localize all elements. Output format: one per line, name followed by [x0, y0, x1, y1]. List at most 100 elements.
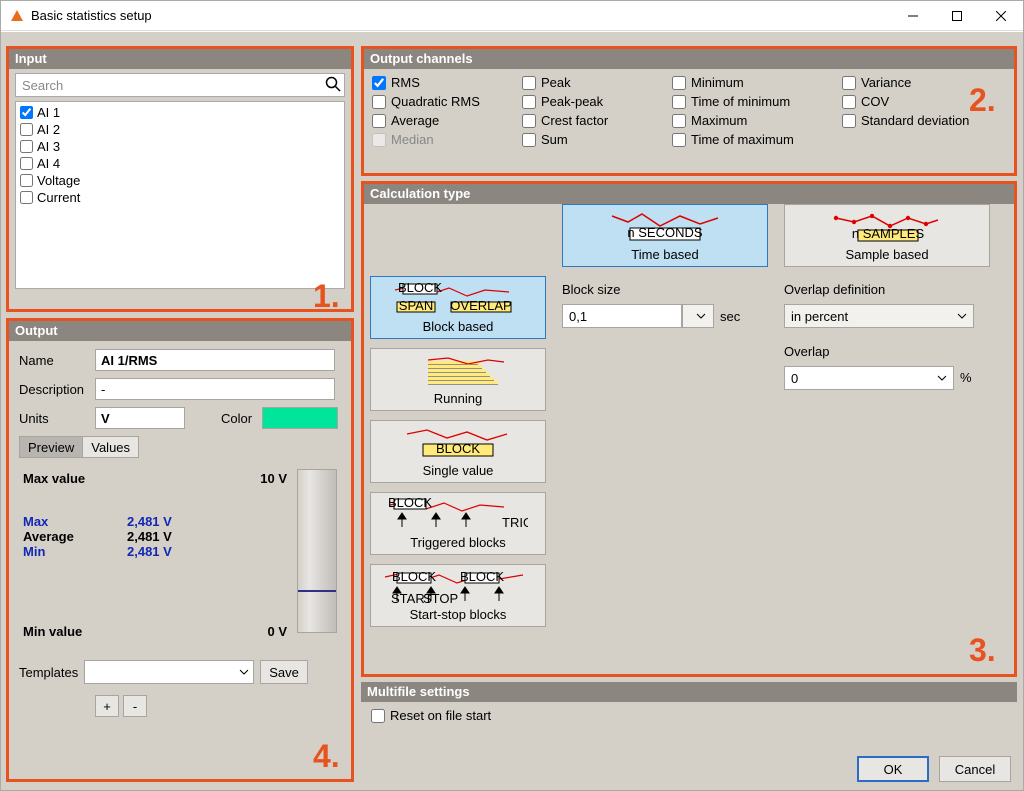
output-channel-item[interactable]: Sum: [522, 132, 672, 147]
calc-label: Block based: [371, 317, 545, 338]
svg-text:n SAMPLES: n SAMPLES: [852, 226, 925, 241]
reset-checkbox[interactable]: [371, 709, 385, 723]
output-channel-item[interactable]: Crest factor: [522, 113, 672, 128]
calculation-body: n SECONDS Time based n SAMPLES Sample ba…: [364, 204, 1014, 674]
block-size-unit-dropdown[interactable]: [682, 304, 714, 328]
search-icon[interactable]: [325, 76, 341, 95]
template-save-button[interactable]: Save: [260, 660, 308, 684]
description-label: Description: [19, 382, 89, 397]
calc-label: Triggered blocks: [371, 533, 545, 554]
input-channel-item[interactable]: Current: [18, 189, 342, 206]
max-value: 10 V: [260, 471, 287, 486]
output-channel-item[interactable]: Time of minimum: [672, 94, 842, 109]
output-channel-checkbox[interactable]: [842, 76, 856, 90]
input-channel-checkbox[interactable]: [20, 106, 33, 119]
calc-type-running[interactable]: Running: [370, 348, 546, 411]
output-channel-checkbox[interactable]: [522, 114, 536, 128]
output-channel-item[interactable]: Quadratic RMS: [372, 94, 522, 109]
calc-type-single-value[interactable]: BLOCK Single value: [370, 420, 546, 483]
output-channel-checkbox[interactable]: [522, 95, 536, 109]
output-channel-checkbox[interactable]: [842, 114, 856, 128]
minimize-button[interactable]: [891, 1, 935, 31]
input-channel-checkbox[interactable]: [20, 191, 33, 204]
calculation-section: Calculation type n SECONDS Time based n …: [361, 181, 1017, 677]
input-channel-item[interactable]: AI 2: [18, 121, 342, 138]
template-add-button[interactable]: +: [95, 695, 119, 717]
output-channel-item[interactable]: Average: [372, 113, 522, 128]
input-channel-checkbox[interactable]: [20, 157, 33, 170]
tab-preview[interactable]: Preview: [19, 436, 82, 458]
search-input[interactable]: [15, 73, 345, 97]
templates-row: Templates Save: [19, 660, 341, 684]
overlap-label: Overlap: [784, 344, 830, 359]
output-channel-item[interactable]: Peak: [522, 75, 672, 90]
overlap-select[interactable]: 0: [784, 366, 954, 390]
output-channel-checkbox[interactable]: [672, 133, 686, 147]
calc-label: Sample based: [785, 245, 989, 266]
calc-type-sample-based[interactable]: n SAMPLES Sample based: [784, 204, 990, 267]
name-input[interactable]: [95, 349, 335, 371]
input-channel-checkbox[interactable]: [20, 140, 33, 153]
block-size-unit: sec: [720, 309, 740, 324]
calc-type-start-stop-blocks[interactable]: BLOCKBLOCKSTARTSTOP Start-stop blocks: [370, 564, 546, 627]
preview-stat-label: Average: [23, 529, 123, 544]
output-channel-checkbox[interactable]: [672, 114, 686, 128]
input-channel-checkbox[interactable]: [20, 174, 33, 187]
calc-type-triggered-blocks[interactable]: BLOCKTRIGGERS Triggered blocks: [370, 492, 546, 555]
block-size-label: Block size: [562, 282, 621, 297]
calc-icon: n SECONDS: [563, 205, 767, 245]
output-channel-item[interactable]: RMS: [372, 75, 522, 90]
description-input[interactable]: [95, 378, 335, 400]
output-channel-item[interactable]: Minimum: [672, 75, 842, 90]
output-title: Output: [9, 321, 351, 341]
input-channel-item[interactable]: Voltage: [18, 172, 342, 189]
color-swatch[interactable]: [262, 407, 338, 429]
units-input[interactable]: [95, 407, 185, 429]
output-channel-item[interactable]: Time of maximum: [672, 132, 842, 147]
name-label: Name: [19, 353, 89, 368]
output-channel-checkbox[interactable]: [372, 76, 386, 90]
output-channel-checkbox[interactable]: [372, 95, 386, 109]
ok-button[interactable]: OK: [857, 756, 929, 782]
input-channel-list[interactable]: AI 1AI 2AI 3AI 4VoltageCurrent: [15, 101, 345, 289]
input-channel-item[interactable]: AI 1: [18, 104, 342, 121]
output-channel-item[interactable]: Peak-peak: [522, 94, 672, 109]
overlap-definition-select[interactable]: in percent: [784, 304, 974, 328]
templates-select[interactable]: [84, 660, 254, 684]
max-value-label: Max value: [23, 471, 85, 486]
svg-text:n SECONDS: n SECONDS: [627, 225, 702, 240]
calc-type-time-based[interactable]: n SECONDS Time based: [562, 204, 768, 267]
reset-on-file-start[interactable]: Reset on file start: [371, 708, 1007, 723]
input-channel-item[interactable]: AI 3: [18, 138, 342, 155]
reset-label: Reset on file start: [390, 708, 491, 723]
input-channel-checkbox[interactable]: [20, 123, 33, 136]
input-channel-label: Current: [37, 190, 80, 205]
calc-type-block-based[interactable]: BLOCKSPANOVERLAP Block based: [370, 276, 546, 339]
svg-text:BLOCK: BLOCK: [436, 441, 480, 456]
templates-add-remove: + -: [95, 695, 341, 717]
block-size-input[interactable]: [562, 304, 682, 328]
templates-label: Templates: [19, 665, 78, 680]
client-area: Input AI 1AI 2AI 3AI 4VoltageCurrent Out…: [1, 32, 1023, 790]
output-channel-checkbox: [372, 133, 386, 147]
input-channel-item[interactable]: AI 4: [18, 155, 342, 172]
preview-bar: [297, 469, 337, 633]
preview-stat-row: Average2,481 V: [23, 529, 337, 544]
output-channel-checkbox[interactable]: [522, 76, 536, 90]
output-channel-checkbox[interactable]: [672, 76, 686, 90]
window: Basic statistics setup Input AI 1AI 2AI …: [0, 0, 1024, 791]
output-channel-checkbox[interactable]: [522, 133, 536, 147]
output-channel-label: COV: [861, 94, 889, 109]
output-channel-checkbox[interactable]: [372, 114, 386, 128]
output-channel-checkbox[interactable]: [842, 95, 856, 109]
tab-values[interactable]: Values: [82, 436, 139, 458]
close-button[interactable]: [979, 1, 1023, 31]
overlap-unit: %: [960, 370, 972, 385]
output-channel-item[interactable]: Maximum: [672, 113, 842, 128]
maximize-button[interactable]: [935, 1, 979, 31]
template-remove-button[interactable]: -: [123, 695, 147, 717]
cancel-button[interactable]: Cancel: [939, 756, 1011, 782]
preview-stat-value: 2,481 V: [127, 544, 227, 559]
description-row: Description: [19, 378, 341, 400]
output-channel-checkbox[interactable]: [672, 95, 686, 109]
